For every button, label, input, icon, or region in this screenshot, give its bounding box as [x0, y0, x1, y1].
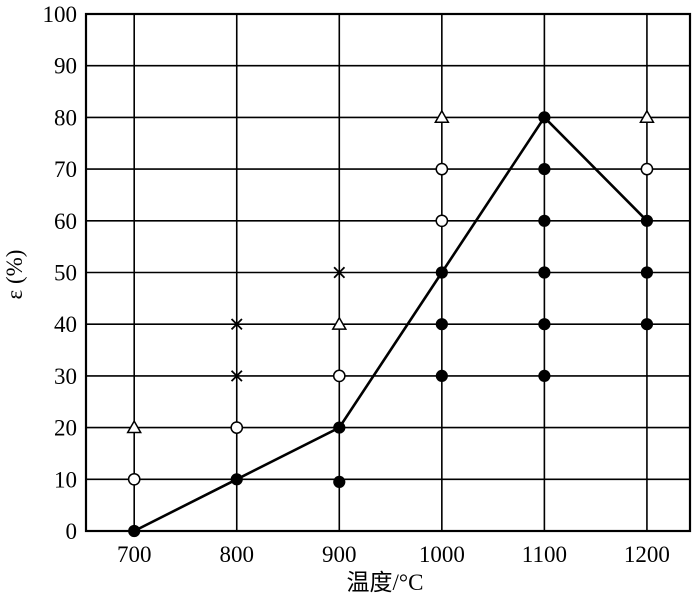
- open-triangle-point-700-20: [126, 419, 142, 434]
- y-tick-label-100: 100: [43, 2, 78, 27]
- filled-circle-point-1000-40: [435, 318, 448, 331]
- cross-point-800-40: [230, 318, 243, 331]
- filled-circle-point-1100-50: [538, 266, 551, 279]
- filled-circle-point-1200-50: [640, 266, 654, 279]
- x-tick-label-1100: 1100: [522, 542, 567, 567]
- x-tick-label-700: 700: [117, 542, 152, 567]
- x-tick-label-900: 900: [322, 542, 357, 567]
- filled-circle-point-1200-40: [640, 318, 654, 331]
- grid-layer: [84, 12, 692, 533]
- plot-frame: [84, 12, 692, 533]
- y-tick-label-30: 30: [54, 364, 77, 389]
- open-circle-point-1000-70: [435, 162, 449, 176]
- y-tick-label-20: 20: [54, 416, 77, 441]
- label-layer: 0 10 20 30 40 50 60 70 80 90 100 700 800 900 1000 1100 1…: [2, 2, 670, 595]
- filled-circle-point-1100-70: [538, 163, 551, 176]
- cross-point-800-30: [230, 370, 243, 382]
- y-tick-label-60: 60: [54, 209, 77, 234]
- open-circle-point-900-30: [332, 369, 346, 383]
- y-tick-label-40: 40: [54, 312, 77, 337]
- filled-circle-point-900-20: [333, 421, 346, 434]
- cross-point-900-50: [333, 266, 346, 279]
- y-tick-label-50: 50: [54, 261, 77, 286]
- open-triangle-point-900-40: [331, 316, 348, 330]
- open-circle-point-1200-70: [640, 162, 654, 176]
- filled-circle-point-1000-30: [435, 369, 448, 382]
- open-circle-point-800-20: [230, 421, 244, 434]
- series-line: [133, 115, 648, 533]
- y-tick-label-70: 70: [54, 157, 77, 182]
- filled-circle-point-1100-80: [538, 111, 551, 124]
- marker-layer: [126, 109, 655, 538]
- y-tick-label-10: 10: [54, 467, 77, 492]
- line-layer: [133, 115, 648, 533]
- open-triangle-point-1000-80: [434, 109, 450, 124]
- filled-circle-point-900-9.5: [333, 475, 346, 488]
- x-tick-label-1000: 1000: [419, 542, 465, 567]
- filled-circle-point-700-0: [128, 524, 141, 538]
- x-tick-label-1200: 1200: [624, 542, 670, 567]
- open-circle-point-1000-60: [435, 214, 449, 228]
- filled-circle-point-800-10: [230, 473, 243, 486]
- filled-circle-point-1200-60: [640, 214, 654, 227]
- x-axis-title: 温度/°C: [347, 570, 424, 595]
- open-triangle-point-1200-80: [639, 109, 655, 124]
- y-axis-title: ε (%): [2, 250, 27, 300]
- y-tick-label-80: 80: [54, 105, 77, 130]
- filled-circle-point-1000-50: [435, 266, 448, 279]
- filled-circle-point-1100-30: [538, 369, 551, 382]
- y-tick-label-90: 90: [54, 54, 77, 79]
- x-tick-label-800: 800: [219, 542, 254, 567]
- filled-circle-point-1100-40: [538, 318, 551, 331]
- y-tick-label-0: 0: [66, 519, 78, 544]
- filled-circle-point-1100-60: [538, 214, 551, 227]
- open-circle-point-700-10: [127, 472, 141, 486]
